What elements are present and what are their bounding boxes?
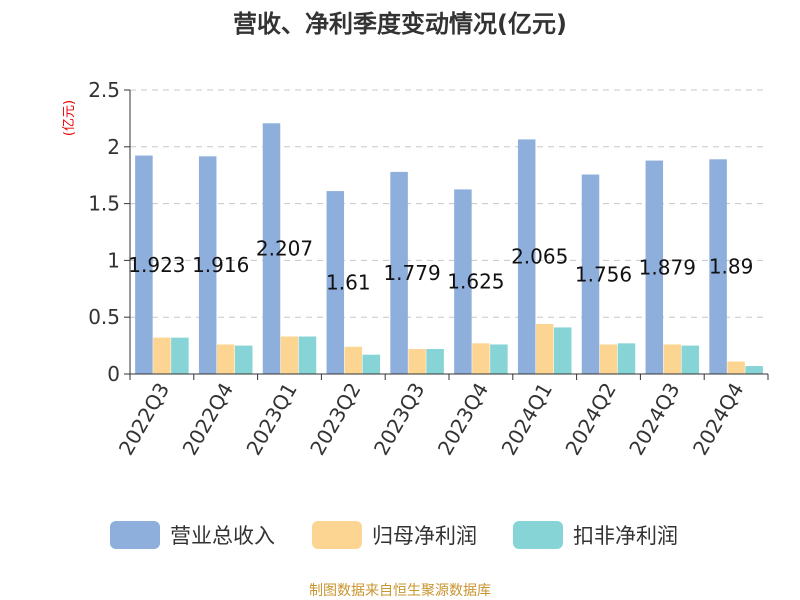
bar-deducted-net-profit	[745, 366, 763, 374]
data-label: 1.625	[447, 270, 504, 294]
data-label: 1.756	[575, 262, 632, 286]
data-label: 1.879	[639, 255, 696, 279]
bar-deducted-net-profit	[617, 343, 636, 374]
bar-net-profit	[663, 344, 682, 374]
y-axis-label: (亿元)	[62, 100, 77, 136]
x-tick-label: 2023Q2	[305, 379, 365, 460]
data-label: 2.207	[256, 237, 313, 261]
bar-net-profit	[727, 361, 745, 374]
bar-revenue	[645, 160, 664, 374]
legend-label: 扣非净利润	[573, 524, 678, 548]
bar-deducted-net-profit	[362, 354, 381, 374]
data-label-layer: 1.923 1.916 2.207 1.61 1.779 1.625 2.065 1.756 1…	[128, 237, 753, 295]
y-tick-label: 1	[107, 248, 120, 272]
bar-net-profit	[216, 344, 235, 374]
bar-deducted-net-profit	[490, 344, 508, 374]
legend: 营业总收入 归母净利润 扣非净利润	[110, 521, 678, 549]
bar-revenue	[262, 123, 281, 375]
legend-label: 归母净利润	[372, 524, 477, 548]
bar-revenue	[709, 159, 727, 374]
bar-revenue	[454, 189, 472, 374]
y-tick-label: 0.5	[88, 305, 120, 329]
bar-deducted-net-profit	[426, 349, 444, 374]
y-tick-label: 2.5	[88, 78, 120, 102]
bar-net-profit	[408, 349, 426, 374]
bar-net-profit	[472, 343, 490, 374]
bar-deducted-net-profit	[298, 336, 317, 374]
y-tick-label: 2	[107, 135, 120, 159]
x-tick-label: 2024Q4	[688, 379, 748, 460]
legend-label: 营业总收入	[170, 524, 275, 548]
x-tick-label: 2023Q1	[241, 379, 301, 460]
bar-net-profit	[599, 344, 618, 374]
data-label: 1.779	[383, 261, 440, 285]
data-label: 2.065	[511, 245, 568, 269]
bar-revenue	[390, 171, 408, 374]
x-tick-label: 2024Q2	[560, 379, 620, 460]
bar-net-profit	[280, 336, 299, 374]
data-label: 1.916	[192, 253, 249, 277]
x-tick-label: 2023Q4	[433, 379, 493, 460]
bar-net-profit	[153, 337, 171, 374]
data-label: 1.89	[709, 255, 754, 279]
chart-title: 营收、净利季度变动情况(亿元)	[233, 10, 567, 38]
bar-net-profit	[535, 324, 554, 374]
bar-revenue	[581, 174, 600, 374]
bar-revenue	[135, 155, 153, 374]
data-label: 1.923	[128, 253, 185, 277]
x-tick-label: 2022Q3	[114, 379, 174, 460]
bar-revenue	[198, 156, 217, 374]
source-note: 制图数据来自恒生聚源数据库	[309, 583, 491, 599]
bar-net-profit	[344, 346, 363, 374]
x-tick-label: 2022Q4	[178, 379, 238, 460]
x-tick-label: 2024Q1	[497, 379, 557, 460]
legend-swatch	[312, 521, 362, 549]
bar-revenue	[326, 191, 345, 374]
legend-swatch	[110, 521, 160, 549]
bar-revenue	[517, 139, 536, 374]
bar-deducted-net-profit	[553, 327, 572, 374]
x-tick-label: 2023Q3	[369, 379, 429, 460]
y-tick-label: 1.5	[88, 192, 120, 216]
x-tick-label: 2024Q3	[624, 379, 684, 460]
bar-deducted-net-profit	[681, 345, 700, 374]
data-label: 1.61	[326, 271, 371, 295]
y-tick-label: 0	[107, 362, 120, 386]
bar-deducted-net-profit	[171, 337, 189, 374]
bars-layer	[135, 123, 763, 375]
bar-deducted-net-profit	[234, 345, 253, 374]
legend-swatch	[513, 521, 563, 549]
